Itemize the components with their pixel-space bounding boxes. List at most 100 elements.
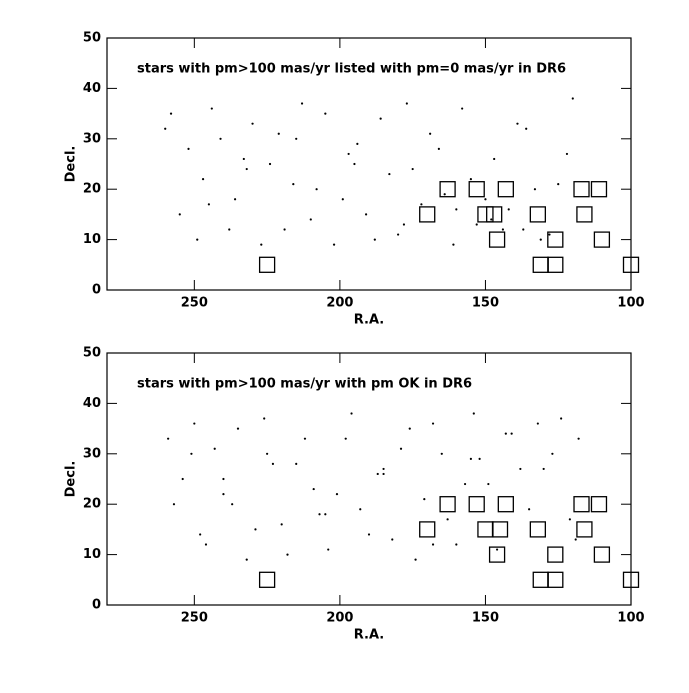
star-point [382, 472, 385, 476]
x-axis-label: R.A. [354, 628, 384, 643]
star-point [574, 538, 577, 541]
star-point [268, 162, 272, 166]
star-point [263, 417, 266, 420]
square-marker [477, 521, 494, 538]
x-tick-label: 250 [181, 296, 208, 311]
star-point [463, 482, 467, 486]
star-point [277, 132, 280, 135]
star-point [399, 447, 403, 450]
star-point [382, 467, 385, 471]
star-point [193, 422, 196, 425]
star-point [350, 412, 353, 415]
x-tick-label: 200 [326, 296, 353, 311]
star-point [495, 548, 499, 551]
star-point [568, 518, 571, 521]
star-point [437, 147, 440, 150]
square-marker [573, 496, 590, 513]
star-point [181, 477, 184, 481]
square-marker [532, 571, 549, 588]
star-point [347, 152, 350, 156]
square-marker [486, 206, 503, 223]
star-point [172, 503, 176, 506]
star-point [510, 432, 513, 435]
star-point [411, 167, 414, 171]
star-point [379, 117, 382, 120]
star-point [571, 97, 574, 100]
star-point [242, 157, 245, 161]
star-point [303, 437, 307, 440]
square-marker [529, 521, 546, 538]
square-marker [547, 546, 564, 563]
star-point [536, 422, 539, 425]
square-marker [488, 546, 506, 563]
star-point [525, 127, 528, 130]
star-point [359, 508, 362, 511]
star-point [402, 223, 406, 226]
star-point [493, 157, 496, 161]
square-marker [593, 546, 611, 563]
star-point [408, 427, 411, 430]
star-point [178, 213, 181, 216]
star-point [324, 513, 327, 516]
star-point [324, 112, 327, 115]
square-marker [258, 571, 276, 588]
star-point [429, 132, 432, 135]
y-tick-label: 10 [83, 547, 101, 562]
y-tick-label: 30 [83, 446, 101, 461]
star-point [405, 102, 408, 105]
star-point [356, 142, 359, 145]
star-point [533, 188, 537, 191]
star-point [228, 228, 231, 231]
star-point [519, 467, 522, 471]
star-point [522, 228, 525, 231]
star-point [233, 198, 237, 201]
y-axis-label: Decl. [64, 146, 79, 183]
star-point [475, 223, 478, 226]
star-point [364, 213, 368, 216]
star-point [344, 437, 347, 440]
star-point [516, 122, 519, 125]
plot-frame [106, 37, 632, 291]
star-point [577, 437, 580, 440]
star-point [196, 238, 199, 241]
y-tick-label: 50 [83, 31, 101, 46]
square-marker [468, 181, 485, 198]
square-marker [576, 206, 593, 223]
star-point [236, 427, 240, 430]
square-marker [547, 571, 564, 588]
star-point [373, 238, 376, 241]
star-point [210, 107, 213, 110]
x-tick-label: 100 [617, 296, 644, 311]
square-marker [491, 521, 509, 538]
star-point [528, 508, 531, 511]
star-point [397, 233, 400, 236]
star-point [484, 198, 487, 201]
square-marker [622, 571, 640, 588]
square-marker [593, 231, 611, 248]
star-point [507, 208, 510, 211]
y-tick-label: 40 [83, 396, 101, 411]
star-point [199, 533, 202, 536]
star-point [551, 452, 554, 455]
star-point [187, 147, 190, 150]
star-point [487, 482, 490, 486]
star-point [271, 462, 275, 465]
star-point [335, 493, 339, 496]
square-marker [590, 181, 608, 198]
star-point [367, 533, 371, 536]
square-marker [532, 256, 549, 273]
star-point [295, 137, 298, 140]
square-marker [497, 181, 514, 198]
square-marker [419, 206, 436, 223]
star-point [472, 412, 475, 415]
star-point [469, 178, 472, 181]
y-tick-label: 20 [83, 497, 101, 512]
star-point [280, 523, 283, 526]
star-point [204, 543, 208, 546]
star-point [245, 167, 248, 171]
star-point [213, 447, 216, 450]
star-point [452, 243, 455, 246]
star-point [565, 152, 569, 156]
star-point [504, 432, 507, 435]
star-point [190, 452, 193, 455]
